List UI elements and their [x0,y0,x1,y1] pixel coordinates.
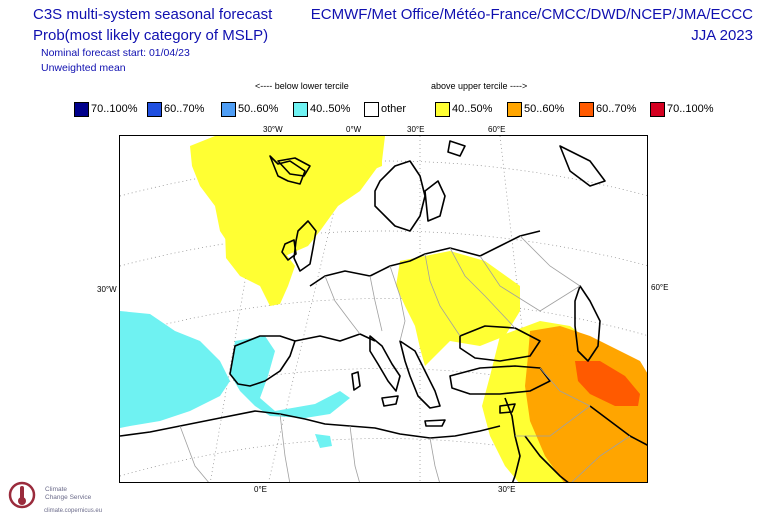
coast-crete [424,419,446,427]
legend-item-below-50-60: 50..60% [221,100,278,118]
coast-red-sea [524,435,569,482]
legend: 70..100% 60..70% 50..60% 40..50% other 4… [74,100,724,118]
logo-line-2: Change Service [45,494,92,501]
upper-tercile-label: above upper tercile ----> [431,81,528,91]
lon-label-0-top: 0°W [346,125,362,134]
prob-below-40-50 [120,311,350,448]
legend-swatch [293,101,308,117]
coast-italy [369,335,401,392]
coast-north-africa [120,410,501,439]
legend-item-below-40-50: 40..50% [293,100,350,118]
legend-label: 50..60% [238,103,279,115]
coast-levant [504,397,521,482]
season-label: JJA 2023 [691,27,753,44]
legend-label: 60..70% [164,103,205,115]
coast-france-med [294,333,376,342]
region-iberia-wmed [230,336,350,418]
region-north-africa-cyan [315,434,332,448]
title-line-1: C3S multi-system seasonal forecast [33,6,273,23]
legend-item-above-50-60: 50..60% [507,100,564,118]
legend-label: 70..100% [667,103,714,115]
legend-swatch [74,101,89,117]
legend-label: 50..60% [524,103,565,115]
legend-item-below-60-70: 60..70% [147,100,204,118]
legend-label: 60..70% [596,103,637,115]
borders [179,235,631,482]
legend-label: 70..100% [91,103,138,115]
region-atlantic-subtropical [120,311,230,428]
map-svg [120,136,647,482]
coastlines [120,140,647,482]
lon-label-30e-top: 30°E [407,125,425,134]
climate-change-service-icon [8,481,36,509]
coast-ireland [281,239,297,261]
logo-line-1: Climate [45,486,68,493]
lon-label-60e-top: 60°E [488,125,506,134]
legend-label: 40..50% [452,103,493,115]
legend-item-other: other [364,100,406,118]
coast-sicily [381,395,399,407]
region-west-europe [225,231,295,306]
region-north-atlantic [190,136,385,256]
legend-swatch [435,101,450,117]
coast-persian-gulf [589,405,647,446]
logo-url: climate.copernicus.eu [44,508,103,514]
coast-novaya-zemlya [559,145,606,187]
region-iceland-north [360,136,382,171]
coast-sardinia [351,371,361,391]
coast-scandinavia [374,160,426,232]
legend-swatch [221,101,236,117]
copernicus-logo: Climate Change Service climate.copernicu… [7,478,117,518]
coast-black-sea [459,325,541,362]
forecast-map [119,135,648,483]
lower-tercile-label: <---- below lower tercile [255,81,349,91]
legend-label: other [381,103,407,115]
legend-swatch [147,101,162,117]
legend-item-above-70-100: 70..100% [650,100,713,118]
coast-caspian [574,285,601,362]
forecast-start: Nominal forecast start: 01/04/23 [41,47,190,59]
legend-item-above-60-70: 60..70% [579,100,636,118]
legend-item-below-70-100: 70..100% [74,100,137,118]
weighting-note: Unweighted mean [41,62,126,74]
lon-label-0-bottom: 0°E [254,485,267,494]
legend-swatch [650,101,665,117]
legend-item-above-40-50: 40..50% [435,100,492,118]
coast-balkans-greece [399,340,441,409]
coast-svalbard [447,140,466,157]
legend-swatch [507,101,522,117]
lon-label-30e-bottom: 30°E [498,485,516,494]
coast-iberia [229,335,296,387]
coast-cyprus [499,403,516,414]
lon-label-60e-right: 60°E [651,283,669,292]
region-iran-red [575,361,640,406]
systems-list: ECMWF/Met Office/Météo-France/CMCC/DWD/N… [310,6,753,23]
coast-finland [424,180,446,222]
region-east-med-orange [535,351,605,406]
prob-above-60-70 [575,361,640,406]
region-east-europe [396,251,520,366]
lon-label-30w-top: 30°W [263,125,283,134]
title-line-2: Prob(most likely category of MSLP) [33,27,269,44]
coast-turkey [449,365,551,395]
legend-swatch [364,101,379,117]
lon-label-30w-left: 30°W [97,285,117,294]
legend-label: 40..50% [310,103,351,115]
legend-swatch [579,101,594,117]
coast-europe-west [309,230,541,287]
coast-iceland [277,157,311,177]
